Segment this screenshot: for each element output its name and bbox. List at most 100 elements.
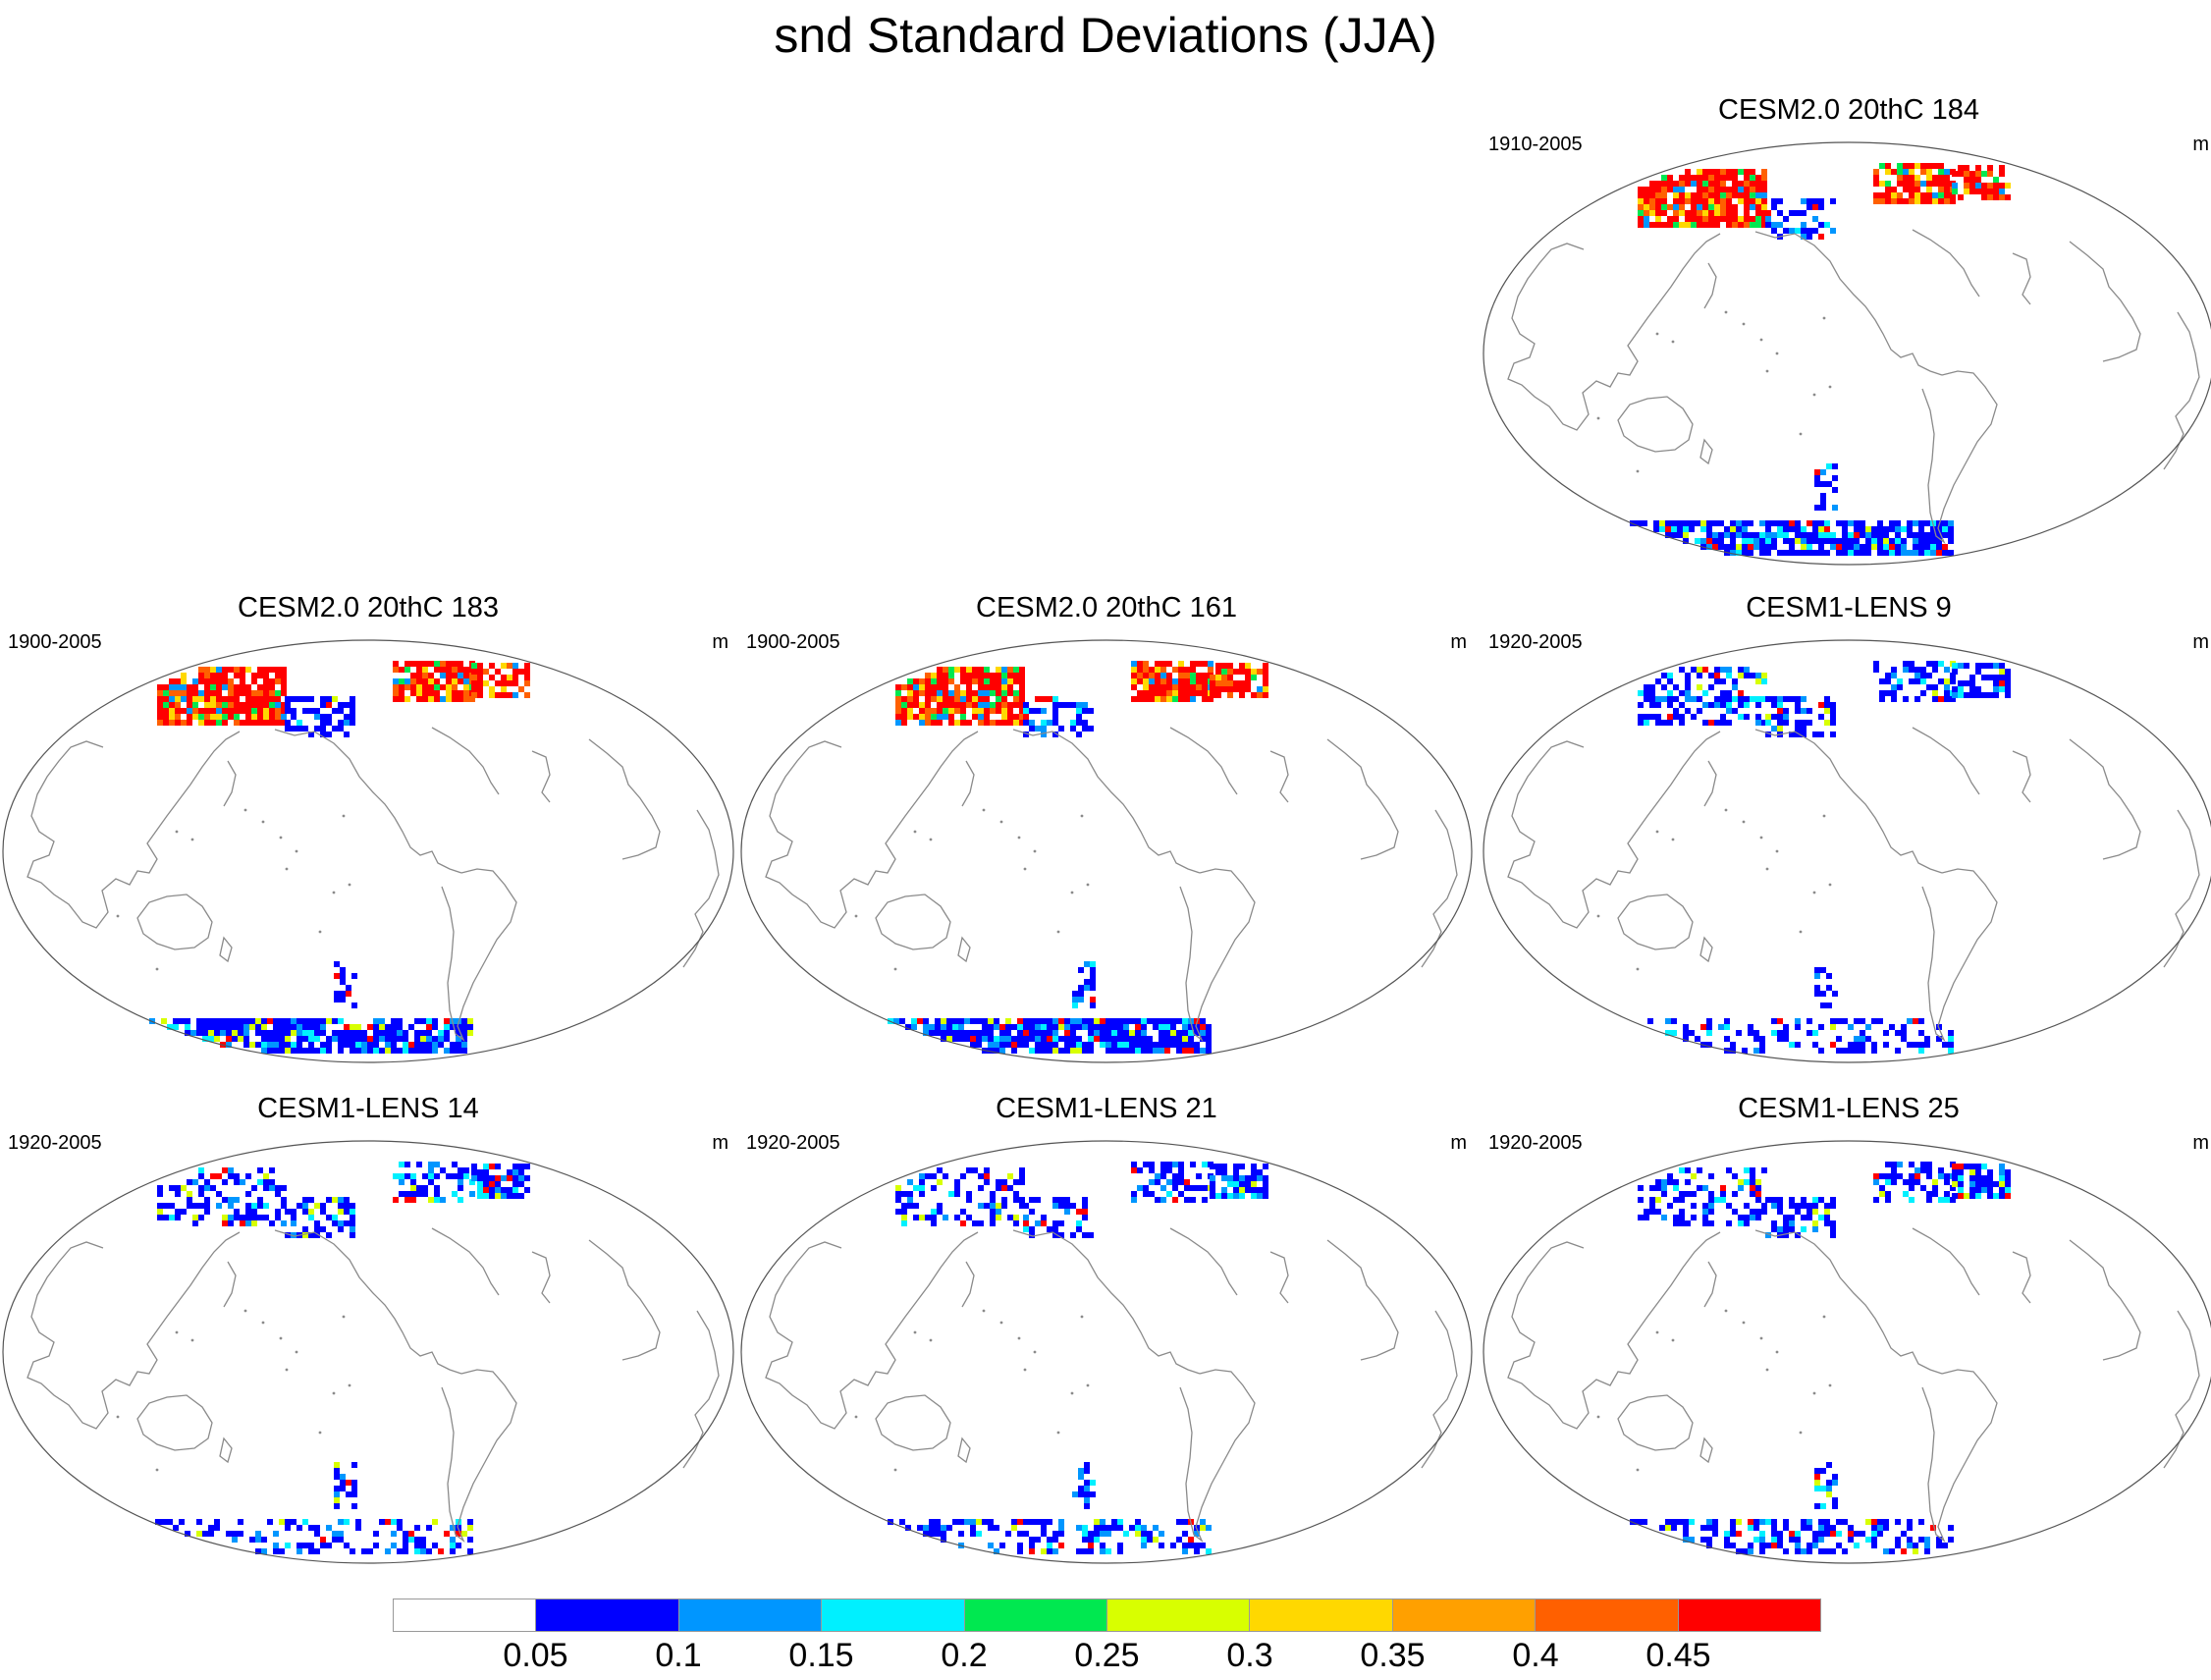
snow-cell <box>931 714 937 720</box>
snow-cell <box>1732 222 1738 228</box>
snow-cell <box>925 673 931 678</box>
snow-cell <box>452 696 458 702</box>
snow-cell <box>1895 550 1901 556</box>
snow-cell <box>1826 1480 1832 1486</box>
island <box>332 1391 336 1395</box>
snow-cell <box>1999 663 2005 669</box>
snow-cell <box>1661 696 1667 702</box>
snow-cell <box>1708 1173 1714 1179</box>
snow-cell <box>263 1203 269 1209</box>
snow-cell <box>163 1203 169 1209</box>
snow-cell <box>1182 1519 1188 1525</box>
snow-cell <box>291 708 297 714</box>
coastline <box>1921 370 1998 544</box>
snow-cell <box>1938 175 1944 181</box>
snow-cell <box>367 1548 373 1554</box>
snow-cell <box>210 690 216 696</box>
snow-cell <box>350 1226 355 1232</box>
snow-cell <box>1019 667 1025 673</box>
snow-cell <box>1901 1024 1907 1030</box>
snow-cell <box>1013 690 1019 696</box>
snow-cell <box>1671 526 1677 532</box>
snow-cell <box>192 690 198 696</box>
snow-cell <box>202 1024 208 1030</box>
snow-cell <box>297 1024 302 1030</box>
snow-cell <box>1667 690 1673 696</box>
snow-cell <box>1871 544 1877 550</box>
snow-cell <box>192 1220 198 1226</box>
snow-cell <box>1777 1203 1783 1209</box>
snow-cell <box>261 1024 267 1030</box>
snow-cell <box>1897 198 1903 204</box>
snow-cell <box>404 661 410 667</box>
snow-cell <box>1964 692 1969 698</box>
snow-cell <box>1930 1525 1936 1531</box>
snow-cell <box>1742 532 1748 538</box>
snow-cell <box>1926 187 1932 192</box>
snow-cell <box>1761 1209 1767 1215</box>
snow-cell <box>1160 1162 1166 1167</box>
snow-cell <box>999 1030 1005 1036</box>
snow-cell <box>216 690 222 696</box>
snow-cell <box>1070 1203 1076 1209</box>
snow-cell <box>1644 696 1649 702</box>
snow-cell <box>1210 686 1215 692</box>
island <box>1017 1336 1021 1340</box>
snow-cell <box>243 1018 249 1024</box>
snow-cell <box>1017 1548 1023 1554</box>
snow-cell <box>214 1036 220 1042</box>
snow-cell <box>204 1197 210 1203</box>
snow-cell <box>410 1173 416 1179</box>
snow-cell <box>226 1018 232 1024</box>
snow-cell <box>1826 1486 1832 1491</box>
snow-cell <box>1190 690 1196 696</box>
snow-cell <box>1795 720 1801 726</box>
snow-cell <box>477 675 483 680</box>
snow-cell <box>1801 198 1807 204</box>
snow-cell <box>1903 175 1909 181</box>
snow-cell <box>1082 726 1088 732</box>
snow-cell <box>923 1525 929 1531</box>
snow-cell <box>155 1519 161 1525</box>
snow-cell <box>1759 1036 1765 1042</box>
panel-units: m <box>1450 631 1467 653</box>
snow-cell <box>1683 1531 1689 1537</box>
snow-cell <box>251 696 257 702</box>
snow-cell <box>416 673 422 678</box>
snow-cell <box>1732 696 1738 702</box>
snow-cell <box>1830 1018 1836 1024</box>
snow-cell <box>228 714 234 720</box>
snow-cell <box>1771 1537 1777 1543</box>
coastline <box>1269 750 1289 803</box>
snow-cell <box>1761 181 1767 187</box>
snow-cell <box>403 1042 408 1048</box>
snow-cell <box>1753 544 1759 550</box>
snow-cell <box>1755 181 1761 187</box>
snow-cell <box>1644 714 1649 720</box>
map-outline <box>1483 1140 2211 1564</box>
snow-cell <box>432 1024 438 1030</box>
snow-cell <box>1759 532 1765 538</box>
snow-cell <box>1685 216 1691 222</box>
snow-cell <box>1913 544 1918 550</box>
snow-cell <box>1058 1220 1064 1226</box>
snow-cell <box>1017 1042 1023 1048</box>
snow-cell <box>332 1537 338 1543</box>
snow-cell <box>1750 222 1755 228</box>
snow-cell <box>1744 187 1750 192</box>
snow-cell <box>403 1036 408 1042</box>
snow-cell <box>1638 192 1644 198</box>
snow-cell <box>314 1531 320 1537</box>
island <box>913 830 917 834</box>
snow-cell <box>1202 684 1208 690</box>
snow-cell <box>228 684 234 690</box>
snow-cell <box>344 702 350 708</box>
snow-cell <box>1649 192 1655 198</box>
snow-cell <box>1679 1167 1685 1173</box>
snow-cell <box>1889 526 1895 532</box>
snow-cell <box>1702 198 1708 204</box>
snow-cell <box>1824 702 1830 708</box>
snow-cell <box>391 1030 397 1036</box>
snow-cell <box>320 1042 326 1048</box>
coastline <box>1012 1229 1201 1375</box>
